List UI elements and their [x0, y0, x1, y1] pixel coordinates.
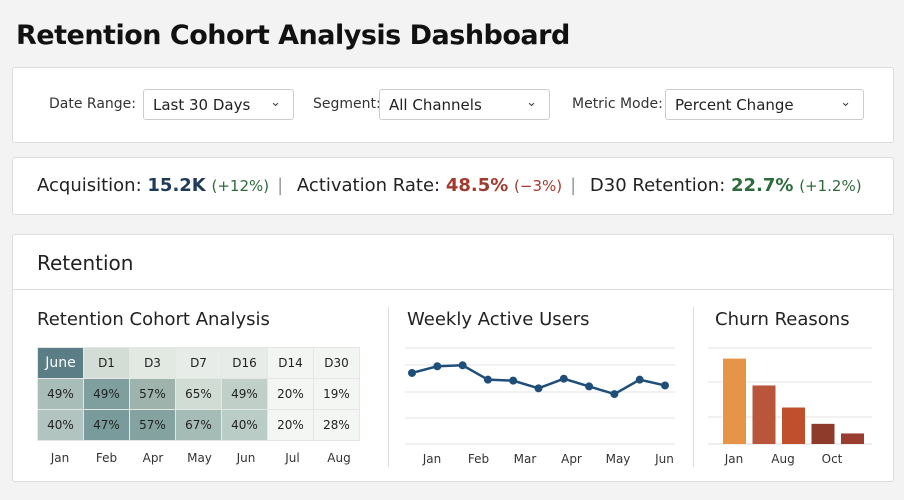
churn-title: Churn Reasons	[715, 309, 850, 330]
acquisition-change: (+12%)	[211, 177, 270, 195]
cohort-cell: 19%	[313, 378, 360, 410]
date-range-label: Date Range:	[49, 96, 137, 112]
divider	[388, 307, 389, 467]
cohort-cell: 57%	[129, 409, 176, 441]
x-axis-label: Aug	[771, 452, 794, 466]
activation-change: (−3%)	[514, 177, 563, 195]
cohort-cell: D1	[83, 347, 130, 379]
cohort-cell: 57%	[129, 378, 176, 410]
data-point	[534, 384, 543, 393]
cohort-x-label: Jul	[285, 451, 300, 465]
data-point	[483, 375, 492, 384]
churn-bar	[841, 433, 864, 444]
date-range-select[interactable]: Last 30 Days ⌄	[143, 89, 294, 120]
section-title: Retention	[37, 251, 134, 275]
data-point	[635, 375, 644, 384]
x-axis-label: May	[606, 452, 631, 466]
cohort-cell: D3	[129, 347, 176, 379]
x-axis-label: Mar	[514, 452, 537, 466]
divider	[13, 289, 893, 290]
date-range-value: Last 30 Days	[153, 96, 251, 114]
cohort-row: 49% 49% 57% 65% 49% 20% 19%	[37, 378, 360, 410]
x-axis-label: Feb	[468, 452, 489, 466]
chevron-down-icon: ⌄	[270, 95, 281, 110]
cohort-x-label: Feb	[95, 451, 118, 465]
data-point	[408, 368, 416, 377]
cohort-cell: D16	[221, 347, 268, 379]
d30-value: 22.7%	[731, 175, 794, 196]
cohort-x-label: Jun	[236, 451, 256, 465]
acquisition-label: Acquisition:	[37, 175, 142, 196]
data-point	[610, 390, 619, 399]
segment-label: Segment:	[313, 96, 381, 112]
divider	[693, 307, 694, 467]
data-point	[559, 374, 568, 383]
cohort-title: Retention Cohort Analysis	[37, 309, 270, 330]
cohort-x-label: Jan	[50, 451, 70, 465]
cohort-cell: 20%	[267, 409, 314, 441]
x-axis-label: Jun	[654, 452, 674, 466]
data-point	[509, 376, 518, 385]
cohort-cell: 49%	[221, 378, 268, 410]
cohort-table: June D1 D3 D7 D16 D14 D30 49% 49% 57% 65% 49% 20% 19%…	[37, 347, 360, 441]
churn-bar-chart: Jan Aug Oct	[708, 347, 872, 466]
cohort-x-label: Aug	[327, 451, 351, 465]
cohort-cell: 65%	[175, 378, 222, 410]
cohort-cell: 49%	[37, 378, 84, 410]
cohort-x-label: Apr	[142, 451, 164, 465]
d30-change: (+1.2%)	[799, 177, 862, 195]
activation-value: 48.5%	[445, 175, 509, 196]
chevron-down-icon: ⌄	[526, 95, 537, 110]
data-point	[661, 381, 669, 390]
retention-panel: Retention Retention Cohort Analysis Week…	[12, 234, 894, 482]
metric-mode-value: Percent Change	[675, 96, 794, 114]
cohort-cell: 20%	[267, 378, 314, 410]
cohort-cell: 47%	[83, 409, 130, 441]
segment-value: All Channels	[389, 96, 482, 114]
cohort-cell: D7	[175, 347, 222, 379]
cohort-cell: D14	[267, 347, 314, 379]
churn-bar	[723, 358, 746, 444]
d30-label: D30 Retention:	[589, 175, 726, 196]
x-axis-label: Jan	[422, 452, 442, 466]
churn-bar	[782, 407, 805, 444]
data-point	[458, 361, 467, 370]
acquisition-value: 15.2K	[147, 175, 206, 196]
activation-label: Activation Rate:	[296, 175, 441, 196]
cohort-cell: 40%	[37, 409, 84, 441]
filter-bar: Date Range: Last 30 Days ⌄ Segment: All C…	[12, 67, 894, 143]
cohort-x-label: May	[187, 451, 212, 465]
cohort-row: 40% 47% 57% 67% 40% 20% 28%	[37, 409, 360, 441]
churn-bar	[811, 423, 835, 444]
x-axis-label: Jan	[724, 452, 744, 466]
wau-title: Weekly Active Users	[407, 309, 590, 330]
data-point	[433, 362, 442, 371]
chevron-down-icon: ⌄	[840, 95, 851, 110]
cohort-cell: 28%	[313, 409, 360, 441]
x-axis-label: Oct	[822, 452, 843, 466]
segment-select[interactable]: All Channels ⌄	[379, 89, 550, 120]
data-point	[585, 382, 594, 391]
page-title: Retention Cohort Analysis Dashboard	[16, 20, 570, 51]
metric-mode-select[interactable]: Percent Change ⌄	[665, 89, 864, 120]
cohort-cell: 40%	[221, 409, 268, 441]
metric-mode-label: Metric Mode:	[572, 96, 663, 112]
kpi-bar: Acquisition: 15.2K (+12%) | Activation Ra…	[12, 157, 894, 215]
x-axis-label: Apr	[561, 452, 582, 466]
churn-bar	[752, 385, 776, 444]
wau-line-chart: Jan Feb Mar Apr May Jun	[405, 347, 675, 466]
cohort-cell: 49%	[83, 378, 130, 410]
cohort-header-row: June D1 D3 D7 D16 D14 D30	[37, 347, 360, 379]
cohort-cell: June	[37, 347, 84, 379]
cohort-cell: 67%	[175, 409, 222, 441]
cohort-cell: D30	[313, 347, 360, 379]
